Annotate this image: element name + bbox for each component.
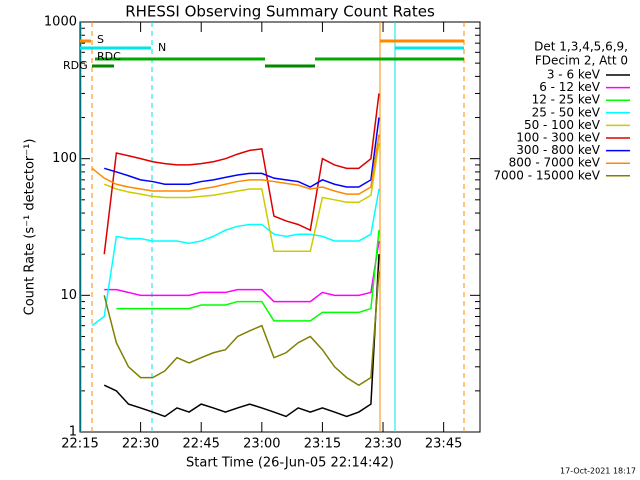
legend-label: 7000 - 15000 keV — [493, 168, 600, 182]
x-tick-label: 22:30 — [122, 437, 159, 452]
series-line — [103, 271, 380, 387]
x-tick-label: 23:00 — [243, 437, 280, 452]
chart-title: RHESSI Observing Summary Count Rates — [125, 3, 435, 21]
legend-label: 800 - 7000 keV — [509, 156, 601, 170]
flag-label: N — [158, 41, 166, 54]
x-axis-label: Start Time (26-Jun-05 22:14:42) — [186, 456, 394, 471]
legend-label: 300 - 800 keV — [516, 143, 600, 157]
series-line — [103, 142, 380, 253]
series-line — [104, 117, 380, 188]
flag-label: RDC — [97, 50, 121, 63]
legend-label: 6 - 12 keV — [539, 80, 601, 94]
footer: 17-Oct-2021 18:17 — [560, 467, 636, 476]
y-tick-label: 1000 — [44, 15, 77, 30]
x-tick-label: 23:15 — [304, 437, 341, 452]
legend-title: FDecim 2, Att 0 — [535, 54, 628, 68]
legend-label: 3 - 6 keV — [547, 68, 601, 82]
series-line — [91, 134, 380, 195]
y-tick-label: 10 — [60, 288, 77, 303]
y-tick-label: 1 — [69, 425, 77, 440]
y-axis-label: Count Rate (s⁻¹ detector⁻¹) — [23, 139, 38, 316]
series-line — [91, 188, 380, 327]
plot-frame — [79, 21, 481, 433]
legend-label: 100 - 300 keV — [516, 131, 600, 145]
x-tick-label: 23:30 — [364, 437, 401, 452]
legend-label: 12 - 25 keV — [532, 93, 601, 107]
x-tick-label: 22:45 — [182, 437, 219, 452]
series-line — [103, 93, 380, 255]
x-tick-label: 23:45 — [425, 437, 462, 452]
series-line — [104, 240, 380, 303]
flag-label: S — [97, 33, 104, 46]
y-tick-label: 100 — [52, 151, 77, 166]
series-line — [103, 254, 380, 418]
x-tick-label: 22:15 — [61, 437, 98, 452]
series-line — [116, 230, 380, 322]
legend-label: 50 - 100 keV — [524, 118, 601, 132]
legend-label: 25 - 50 keV — [532, 105, 601, 119]
flag-label: RDG — [63, 59, 88, 72]
legend-title: Det 1,3,4,5,6,9, — [534, 40, 628, 54]
